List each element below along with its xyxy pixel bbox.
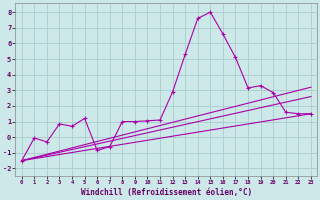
X-axis label: Windchill (Refroidissement éolien,°C): Windchill (Refroidissement éolien,°C) (81, 188, 252, 197)
